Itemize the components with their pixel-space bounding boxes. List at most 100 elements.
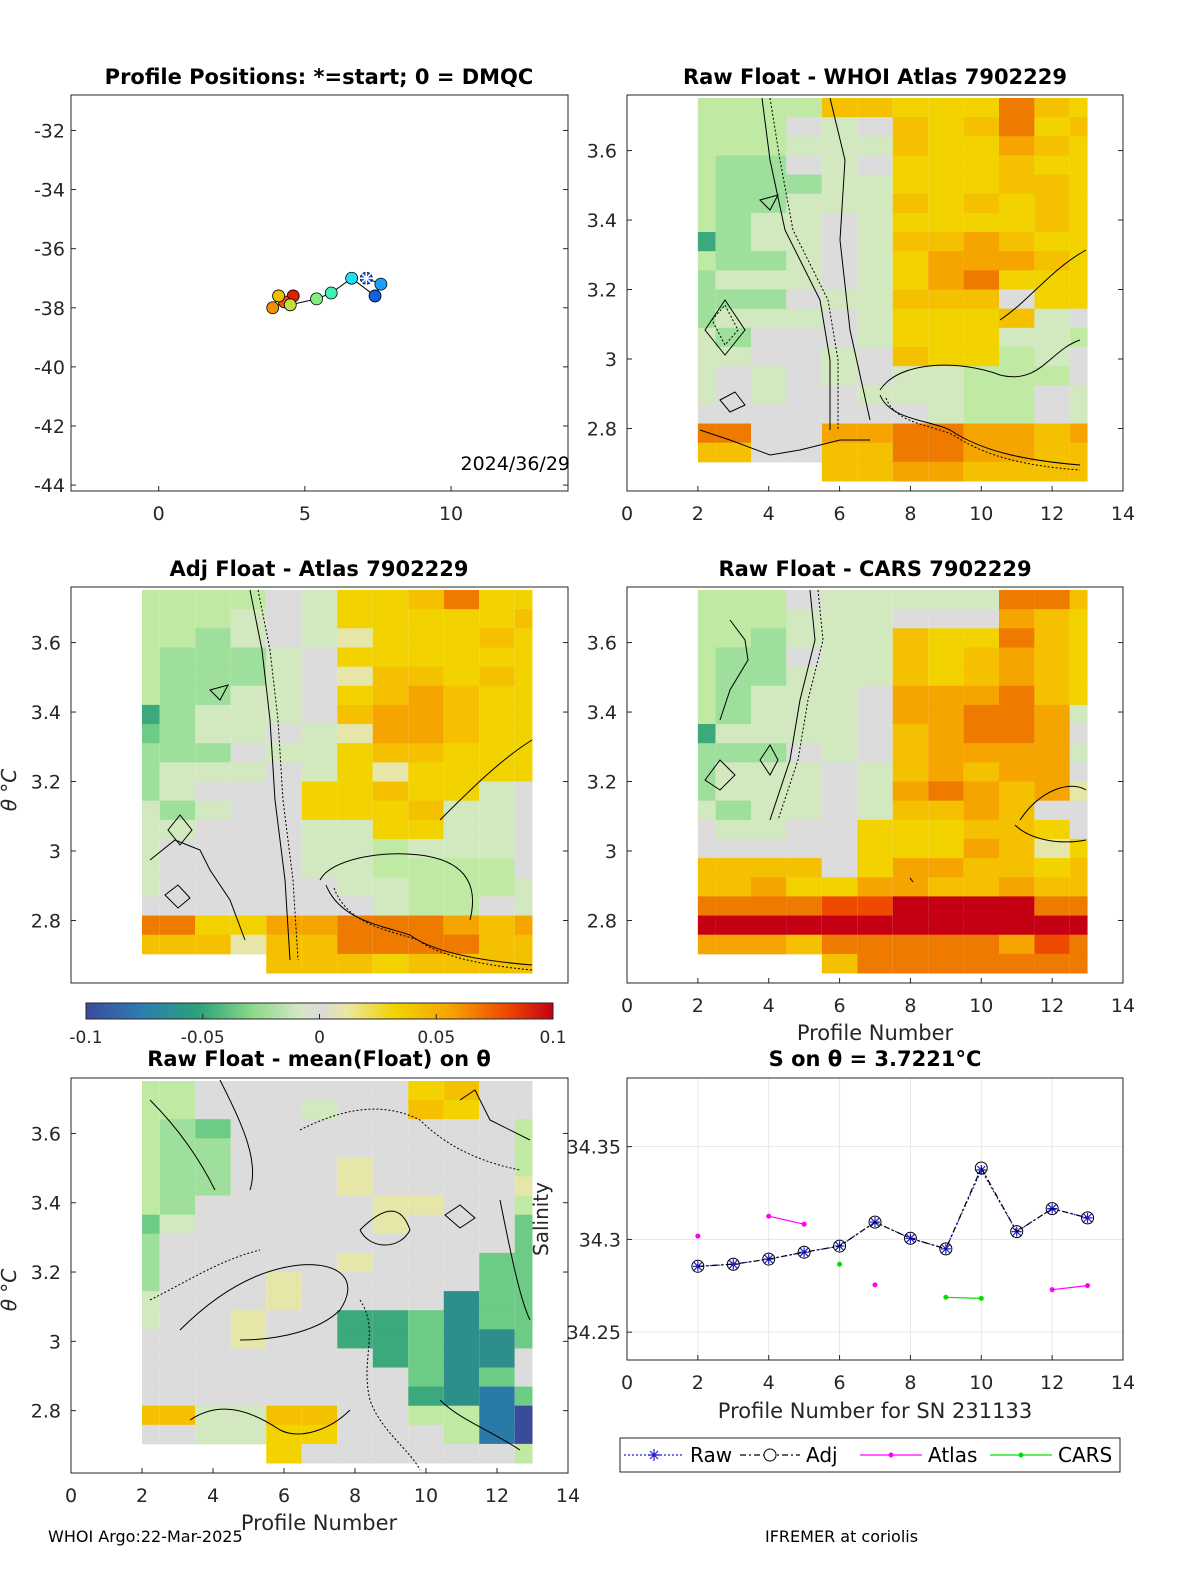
heatmap-cell	[372, 762, 409, 782]
heatmap-cell	[715, 628, 751, 648]
heatmap-cell	[195, 1195, 231, 1216]
heatmap-cell	[230, 1119, 267, 1139]
heatmap-cell	[928, 346, 964, 367]
heatmap-cell	[715, 896, 751, 917]
theta-ytick-label: 3	[605, 841, 617, 863]
heatmap-cell	[372, 858, 409, 878]
heatmap-cell	[715, 251, 751, 271]
heatmap-cell	[443, 1214, 480, 1235]
heatmap-cell	[999, 838, 1035, 859]
heatmap-cell	[301, 858, 338, 878]
heatmap-cell	[408, 1272, 444, 1292]
heatmap-cell	[821, 666, 858, 687]
heatmap-cell	[1034, 327, 1070, 348]
heatmap-cell	[963, 819, 999, 840]
salinity-point-adj	[1081, 1211, 1095, 1225]
heatmap-cell	[408, 685, 444, 706]
heatmap-cell	[408, 1119, 444, 1139]
heatmap-cell	[697, 724, 716, 744]
heatmap-cell	[142, 1233, 160, 1254]
heatmap-cell	[372, 743, 409, 763]
raw-cars-xticks: 0 2 4 6 8 10 12 14	[621, 978, 1135, 1017]
heatmap-cell	[230, 704, 267, 725]
heatmap-cell	[751, 193, 787, 214]
heatmap-cell	[751, 609, 787, 629]
adj-atlas-title: Adj Float - Atlas 7902229	[169, 557, 468, 581]
heatmap-cell	[821, 877, 858, 897]
salinity-point-atlas	[766, 1213, 772, 1219]
heatmap-cell	[715, 212, 751, 233]
heatmap-cell	[142, 1348, 160, 1368]
heatmap-cell	[1069, 953, 1088, 974]
heatmap-cell	[715, 647, 751, 668]
heatmap-cell	[479, 647, 515, 668]
heatmap-cell	[697, 442, 716, 463]
heatmap-cell	[821, 346, 858, 367]
heatmap-cell	[715, 385, 751, 405]
heatmap-cell	[159, 685, 196, 706]
heatmap-cell	[266, 800, 302, 821]
heatmap-cell	[142, 1176, 160, 1197]
heatmap-cell	[821, 934, 858, 955]
salinity-ylabel: Salinity	[529, 1182, 553, 1256]
salinity-point-atlas	[872, 1282, 878, 1288]
colorbar-ticks: -0.1 -0.05 0 0.05 0.1	[69, 1014, 567, 1048]
heatmap-cell	[715, 117, 751, 137]
heatmap-cell	[443, 1233, 480, 1254]
heatmap-cell	[999, 800, 1035, 821]
heatmap-cell	[337, 743, 373, 763]
heatmap-cell	[443, 1386, 480, 1407]
heatmap-cell	[443, 628, 480, 648]
heatmap-cell	[892, 174, 929, 195]
heatmap-cell	[697, 609, 716, 629]
adj-atlas-ylabel: θ °C	[0, 769, 21, 812]
heatmap-cell	[963, 628, 999, 648]
heatmap-cell	[443, 858, 480, 878]
salinity-series	[691, 1161, 1095, 1301]
heatmap-cell	[195, 724, 231, 744]
position-point	[283, 298, 297, 312]
heatmap-cell	[928, 590, 964, 610]
position-point	[368, 289, 382, 303]
heatmap-cell	[715, 819, 751, 840]
profile-xtick-label: 10	[969, 503, 993, 525]
heatmap-cell	[337, 1310, 373, 1330]
heatmap-cell	[999, 98, 1035, 118]
heatmap-cell	[1069, 442, 1088, 463]
theta-ytick-label: 2.8	[587, 418, 617, 440]
theta-ytick-label: 3.6	[587, 141, 617, 163]
heatmap-cell	[821, 423, 858, 444]
heatmap-cell	[715, 609, 751, 629]
heatmap-cell	[514, 1386, 533, 1407]
heatmap-cell	[1034, 590, 1070, 610]
heatmap-cell	[786, 647, 822, 668]
heatmap-cell	[479, 1348, 515, 1368]
heatmap-cell	[697, 423, 716, 444]
heatmap-cell	[857, 308, 893, 329]
heatmap-cell	[697, 289, 716, 310]
salinity-point-cars	[943, 1294, 949, 1300]
heatmap-cell	[928, 628, 964, 648]
heatmap-cell	[443, 838, 480, 859]
heatmap-cell	[821, 117, 858, 137]
heatmap-cell	[372, 1195, 409, 1216]
heatmap-cell	[159, 1233, 196, 1254]
theta-ytick-label: 3.6	[31, 1123, 61, 1145]
heatmap-cell	[857, 838, 893, 859]
heatmap-cell	[301, 628, 338, 648]
heatmap-cell	[892, 877, 929, 897]
heatmap-cell	[479, 781, 515, 802]
heatmap-cell	[857, 704, 893, 725]
heatmap-cell	[1069, 155, 1088, 176]
heatmap-cell	[372, 666, 409, 687]
heatmap-cell	[479, 877, 515, 897]
heatmap-cell	[408, 1405, 444, 1426]
salinity-point-atlas	[695, 1233, 701, 1239]
heatmap-cell	[786, 934, 822, 955]
heatmap-cell	[230, 1138, 267, 1158]
heatmap-cell	[821, 270, 858, 290]
heatmap-cell	[999, 174, 1035, 195]
raw-mean-xticks: 0 2 4 6 8 10 12 14	[65, 1468, 580, 1507]
heatmap-cell	[514, 896, 533, 917]
theta-ytick-label: 3.4	[31, 1193, 61, 1215]
